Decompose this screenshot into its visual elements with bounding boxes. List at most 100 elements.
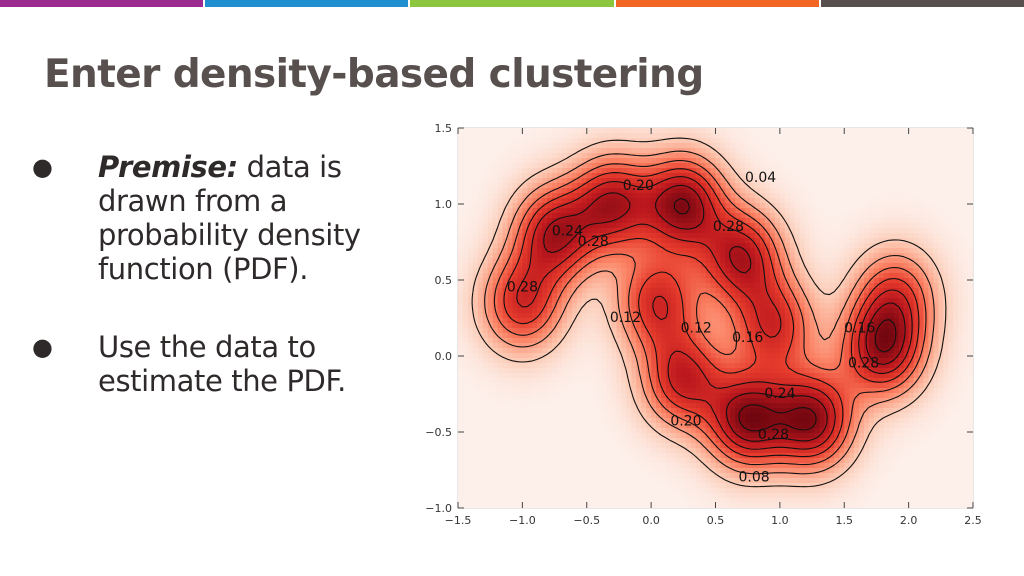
- heat-cell: [814, 198, 821, 204]
- heat-cell: [636, 208, 642, 214]
- heat-cell: [458, 278, 464, 284]
- heat-cell: [566, 178, 573, 184]
- heat-cell: [893, 358, 900, 364]
- heat-cell: [933, 228, 939, 234]
- heat-cell: [502, 188, 509, 194]
- heat-cell: [557, 298, 563, 304]
- heat-cell: [507, 323, 514, 329]
- heat-cell: [631, 338, 637, 344]
- heat-cell: [834, 238, 840, 244]
- heat-cell: [834, 188, 840, 194]
- heat-cell: [482, 138, 489, 144]
- heat-cell: [908, 218, 915, 224]
- heat-cell: [755, 228, 761, 234]
- heat-cell: [596, 268, 603, 274]
- heat-cell: [760, 168, 766, 174]
- heat-cell: [472, 178, 479, 184]
- heat-cell: [665, 198, 672, 204]
- heat-cell: [606, 353, 613, 359]
- heat-cell: [561, 143, 568, 149]
- heat-cell: [789, 363, 796, 369]
- heat-cell: [943, 158, 949, 164]
- heat-cell: [859, 163, 865, 169]
- heat-cell: [750, 248, 756, 254]
- heat-cell: [864, 293, 870, 299]
- heat-cell: [601, 363, 608, 369]
- heat-cell: [482, 193, 489, 199]
- heat-cell: [458, 338, 464, 344]
- heat-cell: [601, 168, 608, 174]
- heat-cell: [487, 303, 494, 309]
- heat-cell: [482, 128, 489, 134]
- heat-cell: [824, 353, 830, 359]
- heat-cell: [611, 288, 618, 294]
- heat-cell: [928, 313, 934, 319]
- heat-cell: [591, 313, 598, 319]
- heat-cell: [908, 353, 915, 359]
- heat-cell: [893, 248, 900, 254]
- heat-cell: [804, 173, 811, 179]
- heat-cell: [680, 328, 687, 334]
- heat-cell: [695, 288, 702, 294]
- heat-cell: [690, 263, 697, 269]
- heat-cell: [888, 348, 895, 354]
- heat-cell: [700, 323, 707, 329]
- heat-cell: [869, 253, 875, 259]
- heat-cell: [685, 288, 692, 294]
- heat-cell: [532, 318, 538, 324]
- heat-cell: [656, 223, 662, 229]
- heat-cell: [700, 228, 707, 234]
- heat-cell: [522, 153, 528, 159]
- heat-cell: [631, 278, 637, 284]
- heat-cell: [591, 323, 598, 329]
- heat-cell: [869, 338, 875, 344]
- heat-cell: [968, 208, 973, 214]
- heat-cell: [616, 188, 623, 194]
- heat-cell: [784, 133, 791, 139]
- heat-cell: [903, 223, 910, 229]
- heat-cell: [661, 228, 667, 234]
- heat-cell: [710, 218, 717, 224]
- heat-cell: [522, 218, 528, 224]
- heat-cell: [799, 168, 806, 174]
- heat-cell: [799, 183, 806, 189]
- heat-cell: [918, 278, 925, 284]
- heat-cell: [760, 233, 766, 239]
- heat-cell: [507, 203, 514, 209]
- heat-cell: [804, 198, 811, 204]
- heat-cell: [641, 248, 647, 254]
- heat-cell: [596, 223, 603, 229]
- heat-cell: [963, 133, 969, 139]
- heat-cell: [601, 143, 608, 149]
- heat-cell: [779, 193, 786, 199]
- heat-cell: [819, 253, 826, 259]
- heat-cell: [458, 233, 464, 239]
- heat-cell: [636, 143, 642, 149]
- heat-cell: [566, 208, 573, 214]
- heat-cell: [968, 253, 973, 259]
- heat-cell: [502, 148, 509, 154]
- heat-cell: [522, 343, 528, 349]
- heat-cell: [854, 168, 860, 174]
- heat-cell: [869, 353, 875, 359]
- heat-cell: [844, 243, 850, 249]
- heat-cell: [507, 208, 514, 214]
- heat-cell: [641, 268, 647, 274]
- heat-cell: [898, 148, 905, 154]
- heat-cell: [596, 148, 603, 154]
- heat-cell: [893, 263, 900, 269]
- heat-cell: [819, 343, 826, 349]
- heat-cell: [576, 278, 583, 284]
- heat-cell: [646, 333, 652, 339]
- heat-cell: [958, 218, 964, 224]
- heat-cell: [715, 288, 722, 294]
- heat-cell: [621, 308, 627, 314]
- heat-cell: [740, 328, 746, 334]
- heat-cell: [522, 183, 528, 189]
- heat-cell: [596, 168, 603, 174]
- heat-cell: [730, 213, 736, 219]
- heat-cell: [581, 358, 588, 364]
- heat-cell: [690, 338, 697, 344]
- heat-cell: [675, 218, 682, 224]
- heat-cell: [963, 213, 969, 219]
